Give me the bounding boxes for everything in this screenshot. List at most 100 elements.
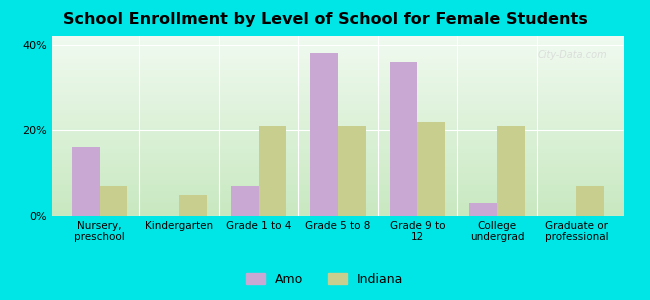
Bar: [52, 167, 624, 169]
Bar: [52, 214, 624, 216]
Bar: [52, 72, 624, 74]
Bar: [52, 77, 624, 79]
Bar: [52, 202, 624, 203]
Bar: [52, 173, 624, 175]
Bar: [52, 65, 624, 67]
Bar: [52, 104, 624, 106]
Bar: [52, 184, 624, 185]
Bar: [52, 68, 624, 70]
Bar: [52, 166, 624, 167]
Bar: [52, 155, 624, 157]
Bar: [417, 122, 445, 216]
Bar: [179, 195, 207, 216]
Bar: [52, 157, 624, 158]
Bar: [259, 126, 287, 216]
Bar: [52, 126, 624, 128]
Bar: [52, 103, 624, 104]
Bar: [52, 47, 624, 49]
Bar: [389, 62, 417, 216]
Bar: [52, 162, 624, 164]
Bar: [497, 126, 525, 216]
Bar: [577, 186, 604, 216]
Bar: [52, 52, 624, 54]
Bar: [52, 79, 624, 81]
Bar: [52, 185, 624, 187]
Bar: [52, 149, 624, 151]
Bar: [52, 189, 624, 191]
Bar: [52, 200, 624, 202]
Bar: [52, 180, 624, 182]
Bar: [52, 182, 624, 184]
Bar: [52, 50, 624, 52]
Bar: [52, 56, 624, 58]
Bar: [52, 36, 624, 38]
Text: City-Data.com: City-Data.com: [537, 50, 607, 60]
Bar: [52, 49, 624, 50]
Bar: [52, 207, 624, 209]
Bar: [52, 153, 624, 155]
Bar: [52, 99, 624, 101]
Bar: [52, 61, 624, 63]
Bar: [52, 139, 624, 140]
Bar: [99, 186, 127, 216]
Bar: [72, 147, 99, 216]
Bar: [52, 38, 624, 40]
Bar: [52, 203, 624, 205]
Bar: [52, 45, 624, 47]
Bar: [52, 101, 624, 103]
Bar: [52, 74, 624, 76]
Bar: [52, 140, 624, 142]
Bar: [52, 169, 624, 171]
Bar: [52, 198, 624, 200]
Bar: [52, 86, 624, 88]
Bar: [310, 53, 338, 216]
Bar: [52, 194, 624, 196]
Bar: [469, 203, 497, 216]
Bar: [52, 191, 624, 193]
Bar: [52, 92, 624, 94]
Bar: [52, 148, 624, 149]
Bar: [52, 81, 624, 83]
Bar: [52, 171, 624, 173]
Bar: [231, 186, 259, 216]
Bar: [52, 211, 624, 212]
Bar: [52, 124, 624, 126]
Bar: [52, 130, 624, 131]
Bar: [52, 205, 624, 207]
Bar: [52, 40, 624, 41]
Bar: [52, 67, 624, 68]
Bar: [52, 94, 624, 95]
Bar: [52, 193, 624, 194]
Bar: [52, 54, 624, 56]
Bar: [52, 119, 624, 121]
Bar: [52, 115, 624, 117]
Bar: [52, 151, 624, 153]
Bar: [52, 113, 624, 115]
Bar: [52, 175, 624, 176]
Bar: [52, 146, 624, 148]
Bar: [52, 178, 624, 180]
Bar: [52, 110, 624, 112]
Bar: [52, 83, 624, 85]
Bar: [338, 126, 366, 216]
Bar: [52, 133, 624, 135]
Text: School Enrollment by Level of School for Female Students: School Enrollment by Level of School for…: [62, 12, 588, 27]
Bar: [52, 144, 624, 146]
Bar: [52, 97, 624, 99]
Bar: [52, 59, 624, 61]
Bar: [52, 128, 624, 130]
Bar: [52, 121, 624, 122]
Bar: [52, 95, 624, 97]
Bar: [52, 209, 624, 211]
Bar: [52, 160, 624, 162]
Bar: [52, 187, 624, 189]
Bar: [52, 212, 624, 214]
Bar: [52, 43, 624, 45]
Bar: [52, 158, 624, 160]
Bar: [52, 90, 624, 92]
Legend: Amo, Indiana: Amo, Indiana: [241, 268, 409, 291]
Bar: [52, 63, 624, 65]
Bar: [52, 85, 624, 86]
Bar: [52, 142, 624, 144]
Bar: [52, 70, 624, 72]
